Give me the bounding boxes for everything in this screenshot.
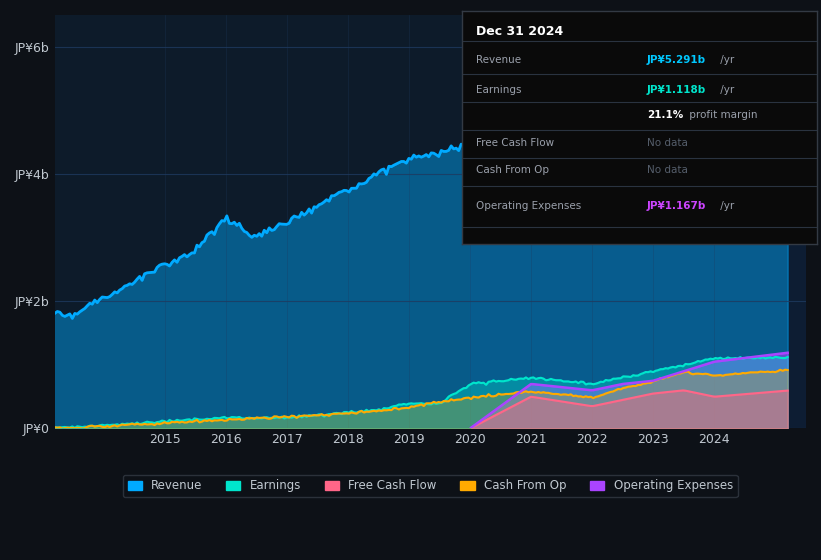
Text: /yr: /yr: [717, 55, 734, 65]
Text: Dec 31 2024: Dec 31 2024: [476, 25, 564, 38]
Text: Earnings: Earnings: [476, 85, 522, 95]
Text: No data: No data: [647, 138, 687, 147]
Bar: [470, 15, 806, 428]
Text: /yr: /yr: [717, 85, 734, 95]
Text: JP¥5.291b: JP¥5.291b: [647, 55, 706, 65]
Legend: Revenue, Earnings, Free Cash Flow, Cash From Op, Operating Expenses: Revenue, Earnings, Free Cash Flow, Cash …: [123, 474, 738, 497]
Text: profit margin: profit margin: [686, 110, 757, 120]
Text: 21.1%: 21.1%: [647, 110, 683, 120]
Text: No data: No data: [647, 165, 687, 175]
Text: JP¥1.118b: JP¥1.118b: [647, 85, 706, 95]
Text: Free Cash Flow: Free Cash Flow: [476, 138, 554, 147]
Text: /yr: /yr: [717, 202, 734, 212]
Text: Operating Expenses: Operating Expenses: [476, 202, 581, 212]
Text: JP¥1.167b: JP¥1.167b: [647, 202, 706, 212]
Text: Revenue: Revenue: [476, 55, 521, 65]
Text: Cash From Op: Cash From Op: [476, 165, 549, 175]
